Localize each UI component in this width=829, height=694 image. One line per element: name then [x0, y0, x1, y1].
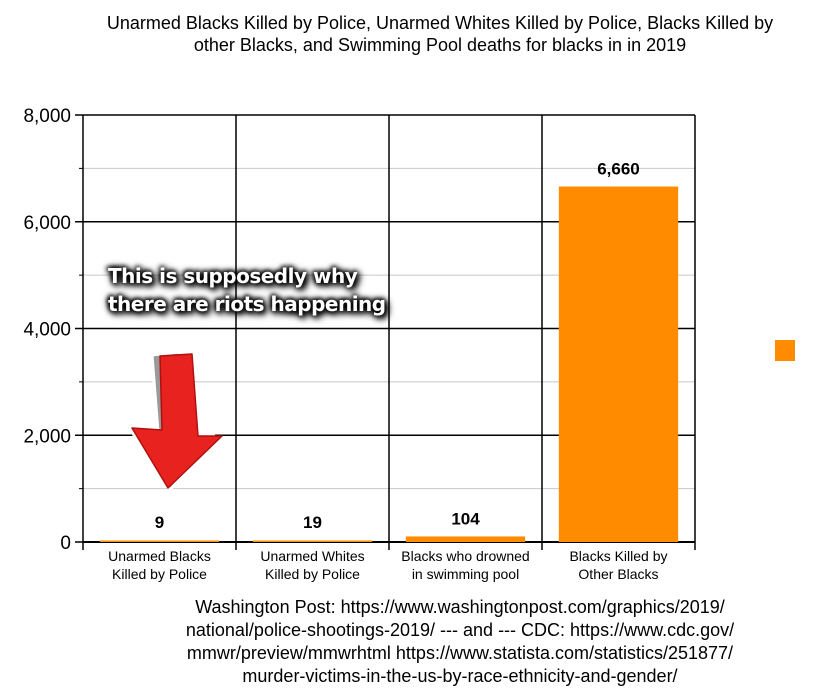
- labels: 0 2,000 4,000 6,000 8,000 9 Unarmed Blacks Kill…: [23, 106, 667, 582]
- annotation-arrow: [130, 350, 223, 492]
- y-tick-label: 2,000: [23, 426, 71, 447]
- chart-title: Unarmed Blacks Killed by Police, Unarmed…: [106, 13, 774, 55]
- y-tick-label: 0: [60, 533, 71, 554]
- y-tick-label: 6,000: [23, 213, 71, 234]
- x-category-label: Unarmed Whites: [260, 548, 364, 564]
- x-category-label: Blacks Killed by: [569, 548, 667, 564]
- bar: [99, 540, 220, 542]
- annotation-text: This is supposedly why there are riots h…: [108, 262, 386, 318]
- axes: [75, 114, 696, 550]
- bars: [99, 186, 679, 542]
- source-line-1: Washington Post: https://www.washingtonp…: [195, 597, 725, 617]
- x-category-label: Killed by Police: [265, 566, 360, 582]
- source-note: Washington Post: https://www.washingtonp…: [110, 596, 810, 688]
- bar: [405, 536, 526, 542]
- source-line-3: mmwr/preview/mmwrhtml https://www.statis…: [186, 643, 734, 663]
- bar: [252, 540, 373, 542]
- x-category-label: Killed by Police: [112, 566, 207, 582]
- source-line-4: murder-victims-in-the-us-by-race-ethnici…: [242, 666, 678, 686]
- y-tick-label: 4,000: [23, 320, 71, 341]
- annotation-line-1: This is supposedly why: [108, 264, 358, 288]
- data-label: 6,660: [597, 160, 640, 179]
- x-category-label: Blacks who drowned: [401, 548, 529, 564]
- bar-chart: 0 2,000 4,000 6,000 8,000 9 Unarmed Blacks Kill…: [23, 106, 696, 582]
- x-category-label: in swimming pool: [412, 566, 519, 582]
- data-label: 9: [155, 513, 164, 532]
- source-line-2: national/police-shootings-2019/ --- and …: [185, 620, 735, 640]
- legend-swatch: [775, 340, 795, 361]
- red-down-arrow-icon: [131, 353, 223, 489]
- bar: [558, 186, 679, 542]
- x-category-label: Other Blacks: [578, 566, 658, 582]
- x-category-label: Unarmed Blacks: [108, 548, 211, 564]
- y-tick-label: 8,000: [23, 106, 71, 127]
- data-label: 19: [303, 513, 322, 532]
- data-label: 104: [451, 509, 480, 528]
- annotation-line-2: there are riots happening: [108, 292, 386, 316]
